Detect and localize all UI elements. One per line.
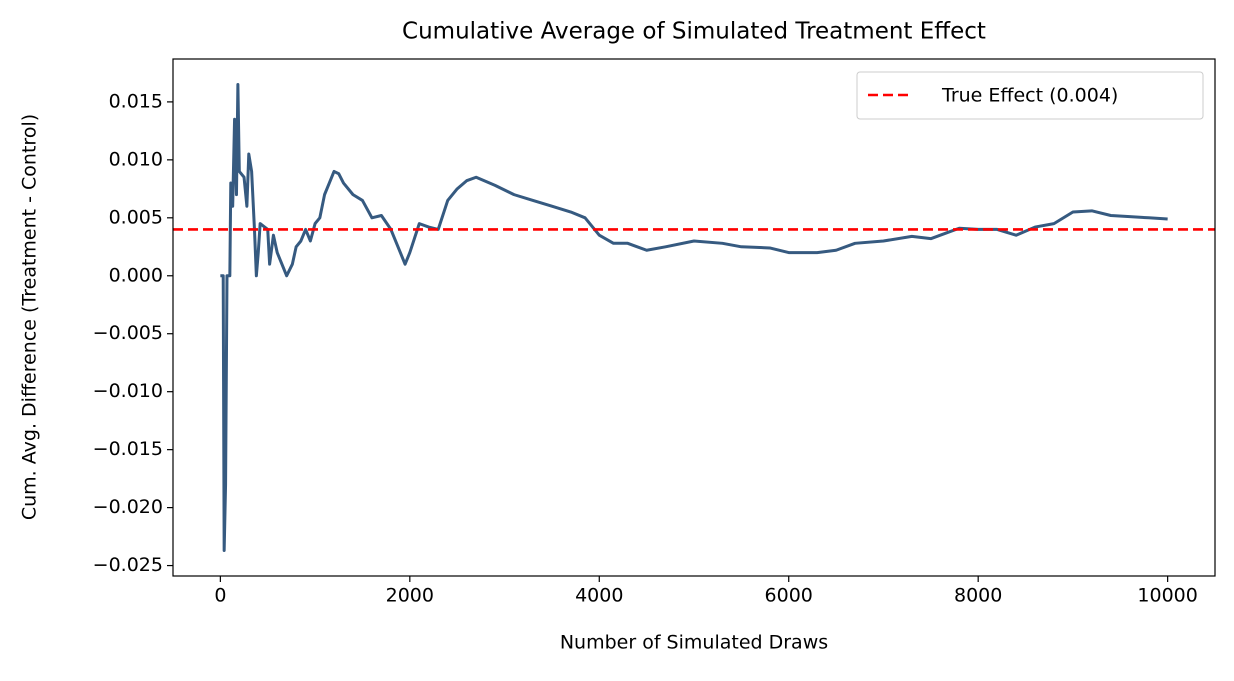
y-tick-label: 0.005 xyxy=(109,206,163,228)
y-tick-label: 0.015 xyxy=(109,90,163,112)
x-tick-label: 2000 xyxy=(386,585,434,607)
x-tick-label: 10000 xyxy=(1137,585,1197,607)
x-tick-label: 4000 xyxy=(575,585,623,607)
y-tick-label: 0.000 xyxy=(109,264,163,286)
chart-title: Cumulative Average of Simulated Treatmen… xyxy=(402,19,986,45)
y-tick-label: −0.025 xyxy=(93,554,163,576)
y-tick-label: 0.010 xyxy=(109,148,163,170)
y-tick-label: −0.015 xyxy=(93,438,163,460)
legend-box xyxy=(856,71,1204,120)
x-tick-label: 8000 xyxy=(954,585,1002,607)
y-axis-label: Cum. Avg. Difference (Treatment - Contro… xyxy=(19,114,41,520)
data-line xyxy=(220,83,1168,552)
legend-label: True Effect (0.004) xyxy=(941,85,1118,107)
x-axis-label: Number of Simulated Draws xyxy=(560,632,828,654)
y-tick-label: −0.010 xyxy=(93,380,163,402)
x-tick-label: 6000 xyxy=(765,585,813,607)
x-tick-label: 0 xyxy=(214,585,226,607)
plot-frame xyxy=(172,58,1216,577)
y-tick-label: −0.020 xyxy=(93,496,163,518)
y-tick-label: −0.005 xyxy=(93,322,163,344)
